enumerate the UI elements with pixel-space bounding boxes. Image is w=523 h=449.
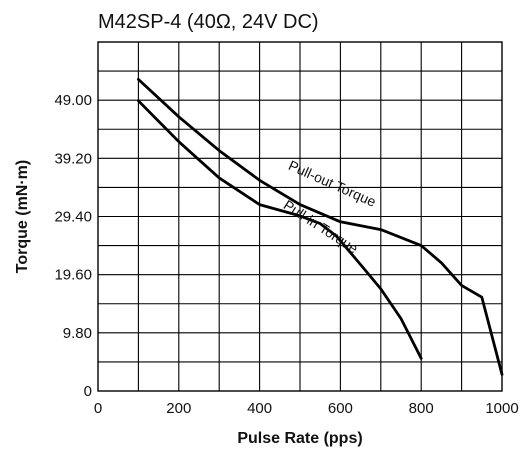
y-tick-label: 9.80 — [63, 325, 92, 342]
grid-lines — [98, 42, 502, 391]
x-tick-label: 600 — [328, 400, 353, 417]
y-axis-ticks: 0 9.80 19.60 29.40 39.20 49.00 — [54, 92, 92, 400]
series-line-pull-out — [137, 78, 504, 376]
y-tick-label: 0 — [84, 383, 92, 400]
y-tick-label: 29.40 — [54, 209, 92, 226]
y-tick-label: 49.00 — [54, 92, 92, 109]
x-axis-label: Pulse Rate (pps) — [237, 430, 362, 447]
x-tick-label: 800 — [409, 400, 434, 417]
plot-frame — [97, 41, 503, 392]
chart-title: M42SP-4 (40Ω, 24V DC) — [98, 11, 319, 33]
series-label-pull-in: Pull-in Torque — [281, 197, 361, 257]
series-line-pull-in — [137, 99, 423, 360]
x-tick-label: 0 — [94, 400, 102, 417]
y-tick-label: 39.20 — [54, 150, 92, 167]
x-axis-ticks: 0 200 400 600 800 1000 — [94, 400, 519, 417]
x-tick-label: 1000 — [485, 400, 518, 417]
y-tick-label: 19.60 — [54, 267, 92, 284]
x-tick-label: 200 — [166, 400, 191, 417]
x-tick-label: 400 — [247, 400, 272, 417]
series-lines — [137, 78, 504, 376]
y-axis-label: Torque (mN·m) — [14, 160, 31, 273]
